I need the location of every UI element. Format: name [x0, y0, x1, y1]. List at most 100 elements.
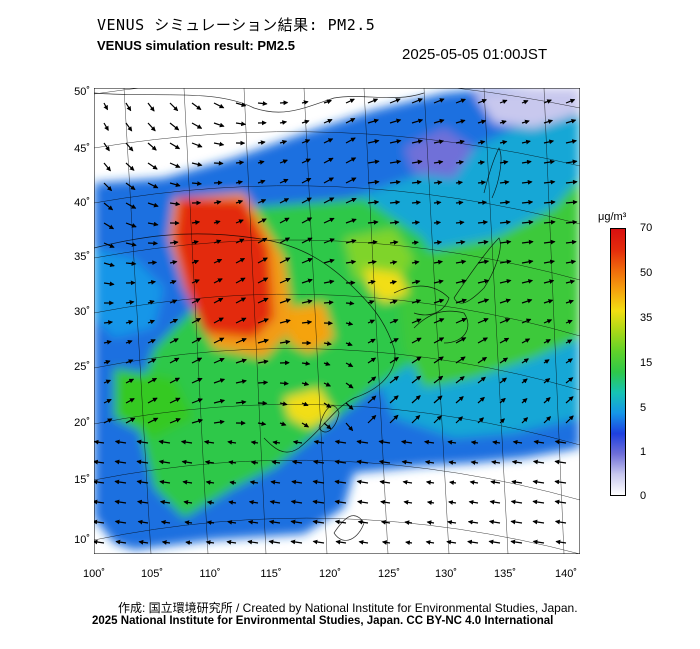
wind-arrow: [367, 376, 377, 384]
wind-arrow: [411, 159, 423, 165]
wind-arrow: [389, 319, 399, 324]
wind-arrow: [279, 257, 291, 264]
wind-arrow: [257, 421, 267, 427]
wind-arrow: [543, 378, 551, 384]
colorbar-unit: μg/m³: [598, 211, 627, 223]
wind-arrow: [136, 459, 149, 465]
wind-arrow: [169, 260, 178, 265]
wind-arrow: [455, 356, 466, 364]
wind-arrow: [543, 339, 551, 344]
wind-arrow: [301, 119, 310, 125]
wind-arrow: [257, 257, 268, 264]
wind-arrow: [389, 338, 399, 344]
wind-arrow: [291, 459, 303, 465]
wind-arrow: [521, 298, 533, 304]
wind-arrow: [191, 162, 203, 167]
wind-arrow: [543, 299, 554, 304]
wind-arrow: [411, 98, 423, 104]
wind-arrow: [249, 480, 259, 485]
wind-arrow: [213, 200, 222, 205]
wind-arrow: [169, 318, 179, 324]
wind-arrow: [247, 539, 259, 545]
wind-arrow: [433, 139, 445, 145]
wind-arrow: [270, 479, 281, 485]
wind-arrow: [345, 402, 354, 410]
wind-arrow: [389, 98, 401, 104]
wind-arrow: [257, 140, 266, 145]
wind-arrow: [543, 239, 556, 245]
wind-arrow: [455, 119, 466, 124]
wind-arrow: [455, 259, 467, 265]
lat-label: 15˚: [74, 474, 90, 486]
wind-arrow: [103, 242, 115, 248]
wind-arrow: [147, 202, 159, 208]
wind-arrow: [94, 459, 105, 465]
wind-arrow: [203, 439, 215, 445]
wind-arrow: [301, 100, 309, 105]
wind-arrow: [213, 239, 222, 245]
wind-arrow: [401, 439, 413, 445]
wind-arrow: [554, 479, 567, 485]
wind-arrow: [250, 460, 259, 465]
wind-arrow: [323, 197, 335, 204]
wind-arrow: [301, 139, 311, 144]
wind-arrow: [345, 239, 357, 244]
colorbar: [610, 228, 626, 496]
wind-arrow: [389, 299, 398, 305]
wind-arrow: [433, 415, 442, 424]
wind-arrow: [521, 239, 534, 245]
wind-arrow: [103, 320, 113, 325]
wind-arrow: [279, 159, 288, 164]
title-japanese: VENUS シミュレーション結果: PM2.5: [97, 16, 376, 34]
wind-arrow: [147, 122, 156, 132]
wind-arrow: [169, 201, 181, 207]
wind-arrow: [191, 337, 202, 344]
wind-arrow: [235, 102, 247, 107]
wind-arrow: [345, 117, 356, 124]
wind-arrow: [235, 238, 245, 244]
wind-arrow: [554, 519, 567, 525]
wind-arrow: [257, 380, 269, 385]
wind-arrow: [279, 421, 287, 426]
wind-arrow: [477, 417, 484, 424]
wind-arrow: [543, 359, 550, 364]
wind-arrow: [213, 258, 223, 264]
wind-arrow: [565, 159, 578, 165]
wind-arrow: [521, 417, 529, 424]
wind-arrow: [411, 375, 422, 384]
wind-arrow: [367, 118, 379, 124]
wind-arrow: [433, 337, 445, 344]
wind-arrow: [313, 439, 325, 445]
wind-arrow: [147, 260, 158, 266]
wind-arrow: [205, 480, 215, 485]
wind-arrow: [425, 540, 435, 545]
wind-arrow: [250, 440, 259, 445]
wind-arrow: [323, 341, 332, 346]
wind-arrow: [345, 382, 354, 389]
wind-arrow: [169, 122, 180, 131]
wind-arrow: [477, 180, 487, 185]
wind-arrow: [433, 180, 443, 185]
wind-arrow: [565, 118, 577, 124]
wind-arrow: [103, 122, 109, 131]
wind-arrow: [367, 179, 380, 185]
wind-arrow: [489, 499, 501, 505]
wind-arrow: [290, 539, 303, 545]
wind-arrow: [521, 119, 530, 125]
wind-arrow: [379, 479, 391, 485]
wind-arrow: [367, 414, 377, 424]
wind-arrow: [565, 239, 577, 245]
wind-arrow: [433, 318, 445, 324]
wind-arrow: [521, 199, 534, 205]
colorbar-tick: 35: [640, 312, 653, 324]
wind-arrow: [499, 120, 507, 125]
wind-arrow: [147, 397, 158, 404]
wind-arrow: [213, 180, 223, 186]
wind-arrow: [103, 379, 112, 385]
wind-arrow: [213, 160, 224, 166]
wind-arrow: [499, 397, 506, 404]
wind-arrow: [367, 159, 380, 165]
colorbar-tick: 50: [640, 267, 653, 279]
wind-arrow: [565, 98, 576, 104]
wind-arrow: [279, 120, 288, 125]
